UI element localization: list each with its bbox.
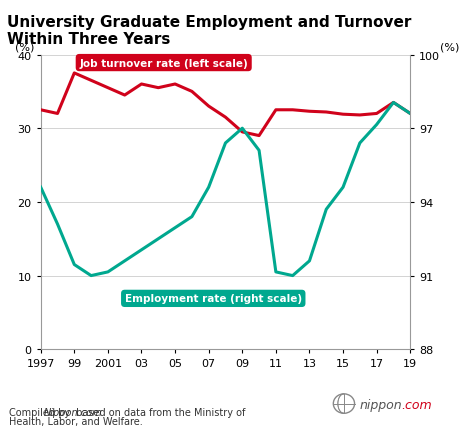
Text: Job turnover rate (left scale): Job turnover rate (left scale)	[79, 58, 248, 69]
Text: Health, Labor, and Welfare.: Health, Labor, and Welfare.	[9, 416, 143, 426]
Text: Compiled by: Compiled by	[9, 408, 74, 417]
Text: (%): (%)	[440, 43, 459, 52]
Text: Nippon.com: Nippon.com	[44, 408, 103, 417]
Text: nippon: nippon	[359, 399, 402, 412]
Text: (%): (%)	[15, 43, 34, 52]
Text: .com: .com	[401, 399, 431, 412]
Text: University Graduate Employment and Turnover
Within Three Years: University Graduate Employment and Turno…	[8, 15, 412, 47]
Text: Employment rate (right scale): Employment rate (right scale)	[125, 294, 302, 304]
Text: based on data from the Ministry of: based on data from the Ministry of	[73, 408, 246, 417]
